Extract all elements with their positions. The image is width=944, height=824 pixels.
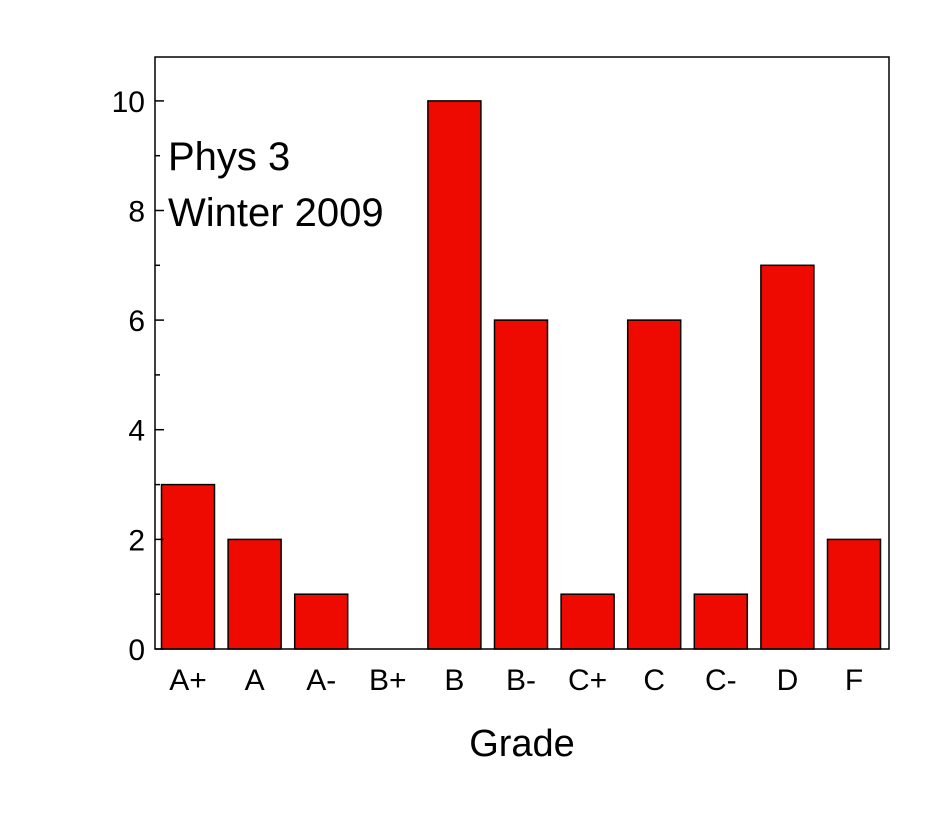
x-tick-label-C: C: [643, 664, 665, 697]
plot-area-frame: [154, 56, 890, 650]
x-tick-label-A+: A+: [169, 664, 207, 697]
x-tick-label-B-: B-: [506, 664, 536, 697]
x-tick-label-A: A: [245, 664, 265, 697]
y-axis: 0 2 4 6 8 10: [112, 86, 164, 667]
bar-C+: [560, 593, 615, 650]
bar-F: [826, 538, 882, 650]
y-tick-label-6: 6: [128, 305, 145, 338]
bar-A+: [160, 483, 216, 650]
x-tick-label-C+: C+: [568, 664, 607, 697]
y-tick-label-10: 10: [112, 86, 145, 119]
annotation-line-2: Winter 2009: [168, 191, 384, 235]
bar-B: [427, 100, 482, 650]
x-tick-label-B+: B+: [369, 664, 407, 697]
x-axis: A+ A A- B+ B B- C+ C C- D F: [169, 664, 863, 697]
x-tick-label-F: F: [845, 664, 863, 697]
x-tick-label-C-: C-: [705, 664, 737, 697]
bar-A-: [293, 593, 349, 650]
x-tick-label-A-: A-: [306, 664, 336, 697]
bar-C: [626, 319, 682, 650]
y-tick-label-8: 8: [128, 196, 145, 229]
bar-C-: [693, 593, 749, 650]
x-tick-label-D: D: [777, 664, 799, 697]
y-tick-label-0: 0: [128, 634, 145, 667]
bar-A: [227, 538, 282, 650]
bar-D: [760, 264, 815, 650]
annotation-line-1: Phys 3: [168, 135, 290, 179]
bar-B-: [493, 319, 549, 650]
y-tick-label-4: 4: [128, 415, 145, 448]
x-axis-title: Grade: [469, 723, 575, 765]
bars-layer: [160, 100, 882, 650]
y-tick-label-2: 2: [128, 524, 145, 557]
x-tick-label-B: B: [444, 664, 464, 697]
